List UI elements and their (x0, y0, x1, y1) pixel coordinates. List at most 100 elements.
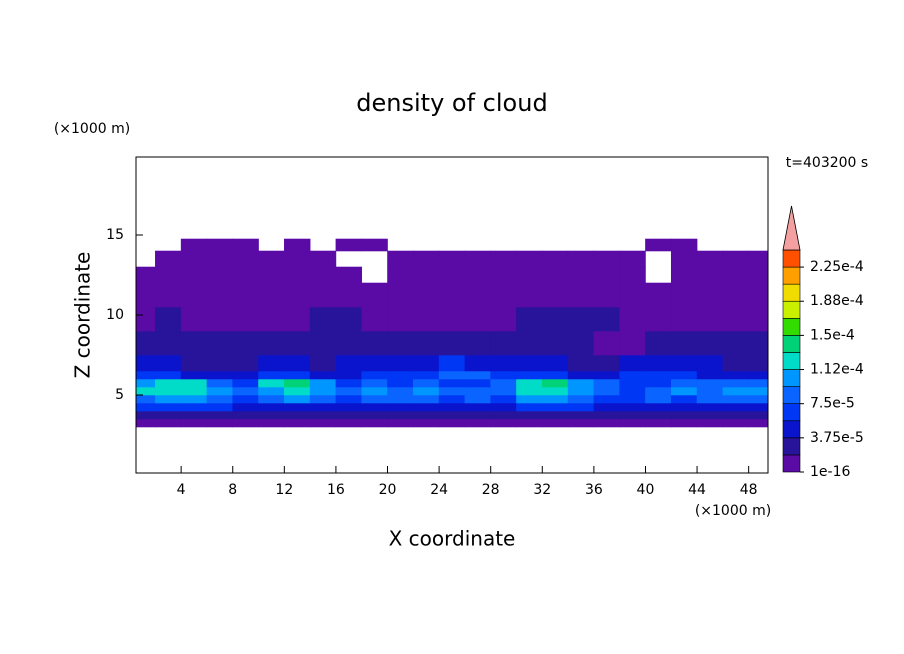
contour-cell (232, 418, 259, 428)
contour-cell (155, 386, 182, 396)
contour-cell (438, 394, 466, 404)
contour-cell (258, 394, 285, 404)
colorbar-box (782, 420, 801, 439)
contour-cell (258, 410, 285, 420)
contour-cell (361, 330, 388, 356)
x-axis-label: X coordinate (389, 527, 516, 551)
contour-cell (722, 394, 749, 404)
contour-cell (541, 394, 569, 404)
contour-cell (387, 250, 414, 268)
contour-cell (438, 402, 466, 412)
contour-cell (670, 330, 698, 356)
contour-cell (335, 266, 363, 284)
contour-cell (206, 354, 234, 372)
contour-cell (309, 370, 337, 380)
contour-cell (722, 378, 749, 388)
contour-cell (490, 282, 517, 308)
contour-cell (490, 386, 517, 396)
colorbar-box (782, 352, 801, 370)
contour-cell (438, 266, 466, 284)
colorbar-label: 1e-16 (810, 464, 850, 480)
contour-cell (541, 378, 569, 388)
contour-cell (490, 306, 517, 332)
contour-cell (645, 378, 672, 388)
contour-cell (516, 402, 543, 412)
colorbar-box (782, 266, 801, 285)
contour-cell (541, 410, 569, 420)
contour-cell (645, 418, 672, 428)
contour-cell (722, 266, 749, 284)
contour-cell (619, 386, 646, 396)
contour-cell (155, 306, 182, 332)
contour-cell (135, 394, 156, 404)
contour-cell (619, 330, 646, 356)
x-tick-label: 28 (482, 482, 500, 498)
y-tick-label: 10 (106, 307, 124, 323)
contour-cell (258, 386, 285, 396)
contour-cell (670, 394, 698, 404)
contour-cell (516, 250, 543, 268)
y-unit: (×1000 m) (54, 121, 130, 137)
contour-cell (335, 238, 363, 252)
contour-cell (309, 402, 337, 412)
colorbar-box (782, 283, 801, 302)
contour-cell (567, 410, 595, 420)
contour-cell (155, 354, 182, 372)
contour-cell (206, 370, 234, 380)
contour-cell (464, 410, 491, 420)
contour-cell (619, 266, 646, 284)
contour-cell (135, 386, 156, 396)
contour-cell (696, 378, 724, 388)
contour-cell (748, 330, 769, 356)
contour-cell (696, 250, 724, 268)
colorbar-box (782, 300, 801, 319)
contour-cell (696, 394, 724, 404)
contour-cell (438, 386, 466, 396)
colorbar-box (782, 386, 801, 404)
contour-cell (670, 250, 698, 268)
contour-cell (567, 330, 595, 356)
contour-cell (155, 250, 182, 268)
contour-cell (748, 306, 769, 332)
contour-cell (696, 418, 724, 428)
contour-cell (206, 386, 234, 396)
contour-cell (464, 266, 491, 284)
contour-cell (180, 378, 208, 388)
contour-cell (722, 354, 749, 372)
colorbar-box (782, 437, 801, 456)
colorbar-box (782, 335, 801, 353)
contour-cell (135, 402, 156, 412)
contour-cell (206, 250, 234, 268)
contour-cell (284, 418, 311, 428)
contour-cell (438, 330, 466, 356)
contour-cell (232, 354, 259, 372)
contour-cell (135, 330, 156, 356)
contour-cell (464, 370, 491, 380)
contour-cell (387, 266, 414, 284)
contour-cell (567, 394, 595, 404)
contour-cell (413, 354, 440, 372)
contour-cell (387, 370, 414, 380)
contour-cell (645, 410, 672, 420)
contour-cell (619, 378, 646, 388)
contour-cell (335, 370, 363, 380)
contour-cell (335, 306, 363, 332)
contour-cell (135, 418, 156, 428)
contour-cell (361, 378, 388, 388)
contour-cell (541, 418, 569, 428)
contour-cell (748, 266, 769, 284)
contour-cell (309, 266, 337, 284)
contour-cell (232, 330, 259, 356)
contour-cell (180, 354, 208, 372)
x-tick-label: 36 (585, 482, 603, 498)
contour-cell (413, 394, 440, 404)
contour-cell (155, 394, 182, 404)
contour-cell (309, 306, 337, 332)
contour-cell (645, 386, 672, 396)
contour-cell (490, 394, 517, 404)
contour-cell (567, 386, 595, 396)
contour-cell (541, 250, 569, 268)
contour-cell (387, 354, 414, 372)
contour-cell (490, 402, 517, 412)
